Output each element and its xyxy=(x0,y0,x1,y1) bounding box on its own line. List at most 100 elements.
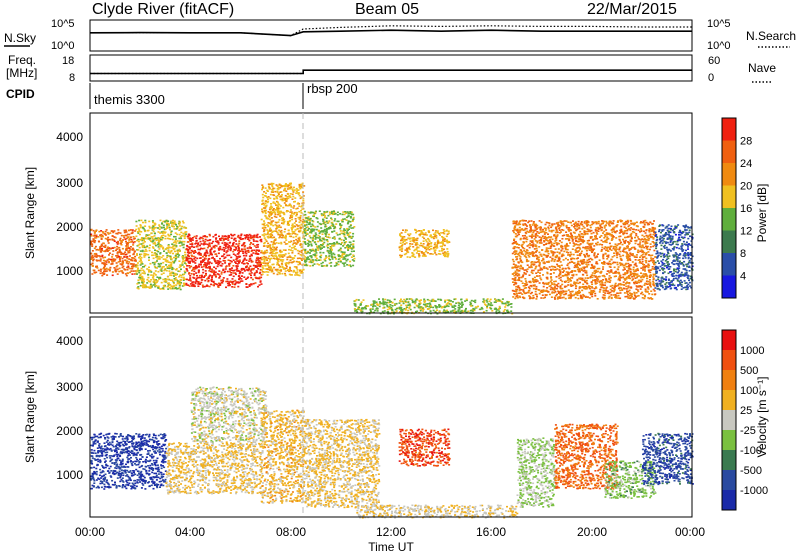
power-cell xyxy=(185,257,188,260)
power-cell xyxy=(441,247,443,250)
power-cell xyxy=(165,260,168,263)
power-cell xyxy=(635,288,638,290)
power-cell xyxy=(108,258,111,261)
power-cell xyxy=(275,204,277,206)
power-cell xyxy=(315,243,318,246)
power-cell xyxy=(256,240,259,243)
power-cell xyxy=(218,260,221,263)
power-cell xyxy=(108,249,111,251)
power-cell xyxy=(513,251,516,253)
power-cell xyxy=(405,298,408,300)
power-cell xyxy=(262,262,265,264)
power-cell xyxy=(447,305,450,308)
power-cell xyxy=(279,210,282,213)
power-cell xyxy=(177,287,180,290)
power-cell xyxy=(169,279,172,281)
power-cell xyxy=(627,262,630,265)
power-cell xyxy=(424,300,427,302)
power-cell xyxy=(282,206,285,209)
power-cell xyxy=(237,260,240,262)
power-cell xyxy=(167,249,170,252)
power-cell xyxy=(125,274,128,277)
power-cell xyxy=(296,207,299,210)
power-cell xyxy=(407,237,410,239)
power-cell xyxy=(325,228,328,230)
power-cell xyxy=(273,236,276,239)
power-cell xyxy=(230,256,233,259)
power-cell xyxy=(167,233,170,236)
power-cell xyxy=(532,244,535,247)
power-cell xyxy=(112,239,115,241)
power-cell xyxy=(386,308,389,311)
power-cell xyxy=(267,218,270,220)
power-cell xyxy=(330,246,333,249)
power-cell xyxy=(249,265,252,267)
power-cell xyxy=(254,266,257,268)
power-cell xyxy=(586,246,589,248)
power-cell xyxy=(166,247,169,249)
power-cell xyxy=(162,288,165,290)
power-cell xyxy=(151,241,154,243)
power-cell xyxy=(137,279,140,281)
power-cell xyxy=(150,271,153,273)
power-cell xyxy=(270,203,272,205)
power-cell xyxy=(106,231,109,234)
power-cell xyxy=(349,253,352,255)
power-cell xyxy=(204,264,207,266)
power-cell xyxy=(388,306,390,309)
power-cell xyxy=(447,252,450,255)
power-cell xyxy=(640,292,643,295)
power-cell xyxy=(299,219,302,222)
power-cell xyxy=(118,249,121,251)
power-cell xyxy=(173,282,175,285)
power-cell xyxy=(265,209,267,212)
power-cell xyxy=(164,221,166,223)
power-cell xyxy=(188,272,191,274)
power-cell xyxy=(479,308,482,311)
power-cell xyxy=(284,234,287,237)
power-cell xyxy=(188,285,191,287)
power-cell xyxy=(175,242,178,244)
power-cell xyxy=(416,230,419,233)
power-cell xyxy=(117,242,120,244)
power-cell xyxy=(408,234,411,237)
power-cell xyxy=(275,195,278,198)
power-cell xyxy=(291,189,294,192)
power-cell xyxy=(270,221,273,224)
power-cell xyxy=(302,200,305,202)
power-cell xyxy=(347,221,350,224)
power-cell xyxy=(173,275,175,277)
power-cell xyxy=(542,258,545,261)
power-cell xyxy=(604,235,607,238)
power-cell xyxy=(189,277,192,279)
power-cell xyxy=(204,262,206,264)
power-cell xyxy=(238,281,241,284)
power-cell xyxy=(373,300,376,302)
power-cell xyxy=(192,284,195,286)
power-cell xyxy=(225,251,228,254)
power-cell xyxy=(348,254,351,256)
power-cell xyxy=(102,245,105,248)
power-cell xyxy=(440,232,443,234)
power-cell xyxy=(330,212,333,215)
power-cell xyxy=(652,278,655,281)
power-cell xyxy=(316,221,319,223)
power-cell xyxy=(322,251,325,254)
power-cell xyxy=(209,239,212,241)
power-cell xyxy=(267,185,270,188)
power-cell xyxy=(150,236,153,238)
power-cell xyxy=(224,262,227,264)
power-cell xyxy=(285,200,288,202)
power-cell xyxy=(148,271,150,273)
power-cell xyxy=(117,261,120,263)
power-cell xyxy=(624,236,626,239)
power-cell xyxy=(576,294,579,296)
power-cell xyxy=(280,185,283,188)
power-cell xyxy=(328,213,331,216)
power-cell xyxy=(153,228,156,230)
power-cell xyxy=(260,263,262,266)
power-cell xyxy=(224,242,226,244)
power-cell xyxy=(263,235,266,237)
power-cell xyxy=(349,231,352,234)
power-cell xyxy=(178,248,181,251)
